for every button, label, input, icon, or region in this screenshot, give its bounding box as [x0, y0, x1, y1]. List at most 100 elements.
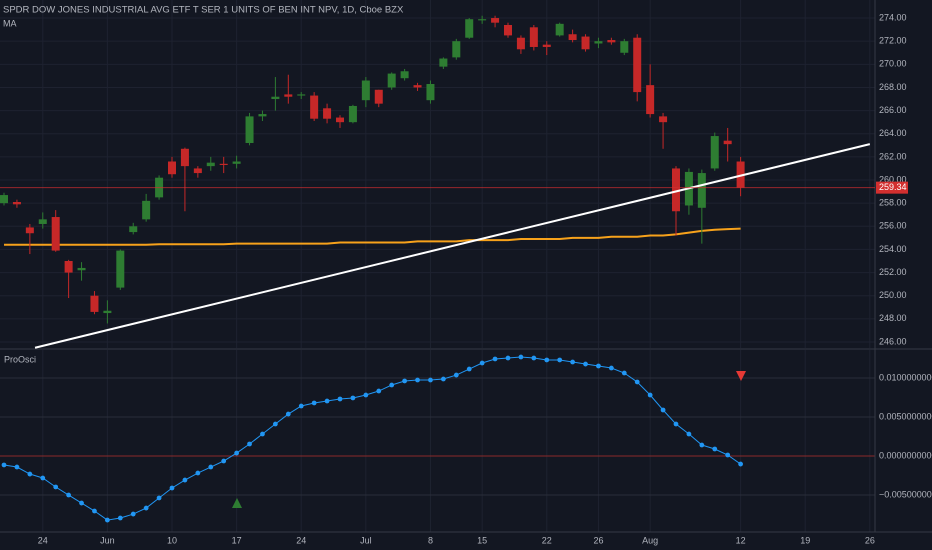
x-tick-label: 26	[593, 535, 603, 545]
oscillator-point	[156, 495, 162, 501]
candle-body	[64, 261, 73, 273]
oscillator-point	[40, 475, 46, 481]
oscillator-point	[182, 477, 188, 483]
y-tick-label: 266.00	[879, 105, 907, 115]
ma-line	[4, 227, 741, 246]
oscillator-point	[725, 452, 731, 458]
oscillator-point	[169, 485, 175, 491]
oscillator-point	[673, 421, 679, 427]
candle-body	[335, 117, 344, 123]
candle-body	[736, 161, 745, 188]
oscillator-point	[453, 372, 459, 378]
indicator-label: MA	[3, 18, 17, 28]
oscillator-point	[596, 363, 601, 369]
oscillator-point	[428, 377, 433, 383]
x-tick-label: 19	[800, 535, 810, 545]
buy-signal	[232, 498, 242, 508]
candle-body	[232, 161, 241, 164]
candle-body	[697, 173, 706, 208]
x-tick-label: 24	[296, 535, 306, 545]
x-tick-label: 10	[167, 535, 177, 545]
candle-body	[439, 58, 448, 67]
last-price-badge	[876, 181, 908, 194]
oscillator-point	[221, 458, 227, 464]
oscillator-point	[466, 366, 472, 372]
candle-body	[723, 140, 732, 145]
oscillator-point	[505, 355, 511, 361]
candle-body	[503, 24, 512, 36]
oscillator-point	[699, 442, 705, 448]
last-price-label: 259.34	[879, 182, 907, 192]
oscillator-point	[195, 470, 201, 476]
y-tick-label: 246.00	[879, 336, 907, 346]
oscillator-point	[492, 356, 498, 362]
oscillator-point	[647, 392, 653, 398]
y-tick-label: 248.00	[879, 313, 907, 323]
candle-body	[90, 295, 99, 312]
y-tick-label: 256.00	[879, 221, 907, 231]
oscillator-point	[738, 461, 744, 467]
plot	[0, 15, 875, 523]
candle-body	[323, 108, 332, 119]
candle-body	[348, 105, 357, 123]
candle-body	[710, 136, 719, 169]
x-tick-label: Aug	[642, 535, 658, 545]
candle-body	[646, 85, 655, 115]
candle-body	[77, 267, 86, 271]
oscillator-point	[104, 517, 110, 523]
oscillator-point	[66, 492, 72, 498]
candle-body	[426, 83, 435, 101]
y-tick-label: −0.0050000000	[879, 489, 932, 499]
oscillator-point	[298, 403, 304, 409]
candle-body	[116, 250, 125, 288]
oscillator-point	[389, 382, 395, 388]
oscillator-point	[712, 446, 718, 452]
oscillator-point	[634, 379, 640, 385]
y-tick-label: 262.00	[879, 151, 907, 161]
candle-body	[103, 310, 112, 314]
oscillator-point	[234, 450, 240, 456]
candle-body	[258, 114, 267, 117]
oscillator-point	[686, 431, 692, 437]
oscillator-point	[272, 421, 278, 427]
candle-body	[387, 73, 396, 88]
candle-body	[620, 41, 629, 53]
candle-body	[12, 201, 21, 205]
oscillator-point	[583, 361, 588, 367]
candle-body	[168, 161, 177, 175]
oscillator-point	[27, 471, 33, 477]
y-tick-label: 268.00	[879, 82, 907, 92]
oscillator-point	[143, 505, 149, 511]
candle-body	[671, 168, 680, 212]
candle-body	[25, 227, 34, 234]
candle-body	[568, 34, 577, 41]
candle-body	[633, 37, 642, 93]
oscillator-point	[260, 431, 265, 437]
y-tick-label: 0.0100000000	[879, 372, 932, 382]
candle-body	[206, 162, 215, 167]
candle-body	[659, 116, 668, 123]
oscillator-point	[415, 377, 420, 383]
candle-body	[478, 19, 487, 21]
oscillator-line	[3, 356, 741, 521]
candle-body	[529, 27, 538, 47]
x-tick-label: 24	[38, 535, 48, 545]
candle-body	[142, 200, 151, 220]
oscillator-point	[608, 365, 614, 371]
oscillator-point	[570, 359, 576, 365]
oscillator-point	[324, 398, 330, 404]
grid	[0, 0, 875, 532]
candle-body	[38, 219, 47, 224]
trendline	[34, 143, 871, 349]
y-tick-label: 272.00	[879, 36, 907, 46]
x-tick-label: 17	[232, 535, 242, 545]
x-tick-label: Jul	[360, 535, 372, 545]
candle-body	[51, 217, 60, 251]
oscillator-point	[337, 396, 343, 402]
candle-body	[465, 19, 474, 38]
candle-body	[374, 89, 383, 104]
oscillator-point	[479, 360, 485, 366]
oscillator-point	[660, 407, 666, 413]
x-tick-label: Jun	[100, 535, 115, 545]
